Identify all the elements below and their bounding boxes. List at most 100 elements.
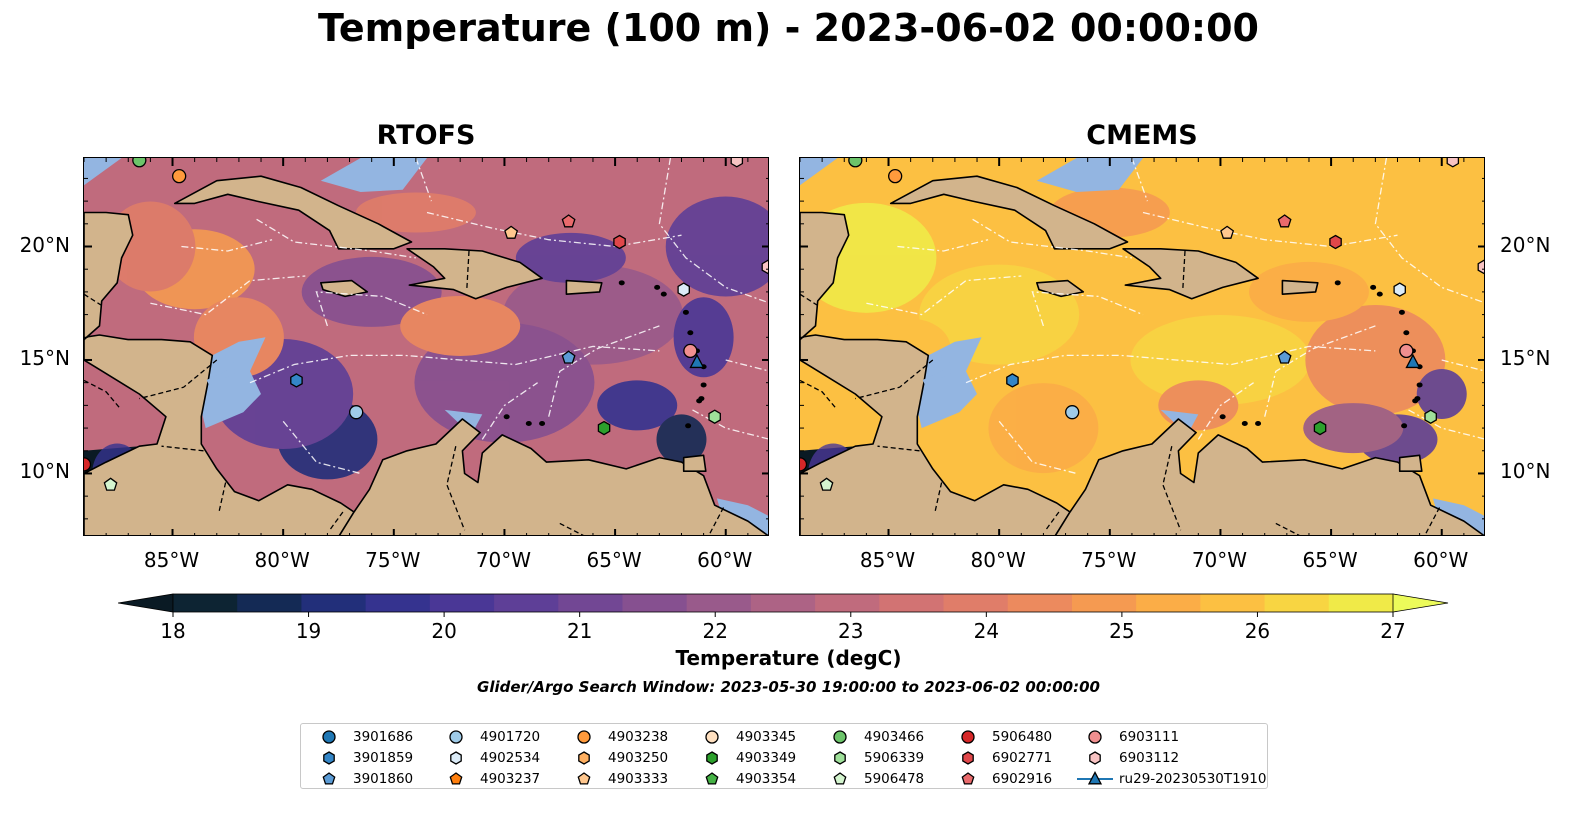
land-yucatan xyxy=(800,211,850,341)
marker-6903112 xyxy=(1477,259,1484,275)
temperature-blob xyxy=(1303,403,1404,454)
pentagon-marker-icon xyxy=(833,772,847,785)
lat-tick-label-left: 15°N xyxy=(19,345,70,370)
marker-6903111 xyxy=(1399,343,1414,359)
temperature-blob xyxy=(515,232,626,283)
marker-4903349 xyxy=(706,751,718,765)
colorbar-segment xyxy=(558,594,623,612)
map-ticks xyxy=(84,158,768,535)
cmems-map-panel[interactable] xyxy=(799,157,1485,536)
legend-label: 4903238 xyxy=(608,729,669,745)
land-puertorico xyxy=(565,279,603,295)
colorbar-segment xyxy=(686,594,752,612)
colorbar-tick-label: 23 xyxy=(838,619,863,642)
colorbar-tick-label: 19 xyxy=(296,619,321,642)
temperature-blob xyxy=(1158,380,1239,431)
circle-marker-icon xyxy=(1088,730,1102,744)
legend-label: ru29-20230530T1910 xyxy=(1119,771,1267,787)
colorbar-extend-low xyxy=(118,593,174,613)
pentagon-marker-icon xyxy=(705,772,719,785)
island xyxy=(687,330,694,336)
lon-tick-label: 75°W xyxy=(1081,548,1137,572)
land-cuba xyxy=(889,175,1129,250)
marker-4901720 xyxy=(1065,405,1080,420)
hexagon-marker-icon xyxy=(706,751,718,765)
marker-4903349 xyxy=(597,420,611,436)
legend-label: 3901686 xyxy=(353,729,414,745)
lat-tick-label-right: 15°N xyxy=(1500,345,1551,370)
pentagon-marker-icon xyxy=(961,772,975,785)
legend-label: 4903349 xyxy=(736,750,797,766)
island xyxy=(1370,284,1377,290)
legend-label: 4903466 xyxy=(864,729,925,745)
temperature-blob xyxy=(988,383,1099,474)
island xyxy=(700,382,707,388)
map-ticks xyxy=(800,158,1484,535)
marker-4903250 xyxy=(578,751,590,765)
island xyxy=(654,284,661,290)
marker-6902916 xyxy=(561,214,576,228)
marker-6902916 xyxy=(961,772,975,785)
colorbar-tick-label: 27 xyxy=(1380,619,1405,642)
lon-tick-label: 60°W xyxy=(1413,548,1469,572)
island xyxy=(1398,309,1405,315)
colorbar-segment xyxy=(1328,594,1394,612)
marker-4903333 xyxy=(1220,225,1235,239)
rtofs-map-panel[interactable] xyxy=(83,157,769,536)
marker-3901859 xyxy=(1006,373,1019,388)
marker-5906339 xyxy=(708,409,721,424)
lat-tick-label-left: 20°N xyxy=(19,232,70,257)
marker-3901860 xyxy=(1277,350,1292,364)
colorbar-tick-label: 26 xyxy=(1245,619,1270,642)
marker-6903112 xyxy=(761,259,768,275)
circle-marker-icon xyxy=(833,730,847,744)
marker-4903333 xyxy=(504,225,519,239)
lon-tick-label: 80°W xyxy=(970,548,1026,572)
island xyxy=(618,280,625,286)
lat-tick-label-right: 10°N xyxy=(1500,459,1551,484)
colorbar-tick-label: 21 xyxy=(567,619,592,642)
island xyxy=(1414,396,1421,402)
legend-label: 4903237 xyxy=(480,771,541,787)
marker-4901720 xyxy=(449,730,463,744)
colorbar-segment xyxy=(815,594,880,612)
marker-5906478 xyxy=(819,477,834,491)
marker-3901686 xyxy=(322,730,336,744)
marker-4903349 xyxy=(1313,420,1327,436)
marker-4903333 xyxy=(577,772,591,785)
colorbar-segment xyxy=(943,594,1009,612)
figure-title: Temperature (100 m) - 2023-06-02 00:00:0… xyxy=(317,6,1259,50)
temperature-blob xyxy=(597,380,678,431)
marker-3901859 xyxy=(290,373,303,388)
colorbar-segment xyxy=(1071,594,1137,612)
legend-label: 5906339 xyxy=(864,750,925,766)
marker-6902916 xyxy=(1277,214,1292,228)
marker-5906478 xyxy=(833,772,847,785)
colorbar-tick-label: 20 xyxy=(431,619,456,642)
eez-boundaries xyxy=(866,158,1484,475)
legend-label: 3901860 xyxy=(353,771,414,787)
country-borders xyxy=(84,250,725,535)
lon-tick-label: 65°W xyxy=(586,548,642,572)
marker-5906339 xyxy=(834,751,846,765)
rtofs-map-svg xyxy=(84,158,768,535)
lon-tick-label: 60°W xyxy=(697,548,753,572)
lon-tick-label: 70°W xyxy=(475,548,532,572)
colorbar-segment xyxy=(173,594,238,612)
island xyxy=(1401,423,1408,429)
marker-5906480 xyxy=(84,457,92,472)
colorbar: 18 19 20 21 22 23 24 25 26 27 xyxy=(118,593,1449,642)
lon-tick-label: 85°W xyxy=(143,548,200,572)
marker-3901860 xyxy=(322,772,336,785)
marker-6902771 xyxy=(1329,234,1342,250)
hexagon-marker-icon xyxy=(1089,751,1101,765)
colorbar-segment xyxy=(879,594,945,612)
circle-marker-icon xyxy=(961,730,975,744)
legend-label: 4901720 xyxy=(480,729,541,745)
marker-4903466 xyxy=(132,158,147,168)
island xyxy=(1255,421,1262,427)
shallow-water xyxy=(320,158,427,192)
island xyxy=(1376,291,1383,297)
legend-label: 4902534 xyxy=(480,750,541,766)
lat-tick-label-left: 10°N xyxy=(19,459,70,484)
